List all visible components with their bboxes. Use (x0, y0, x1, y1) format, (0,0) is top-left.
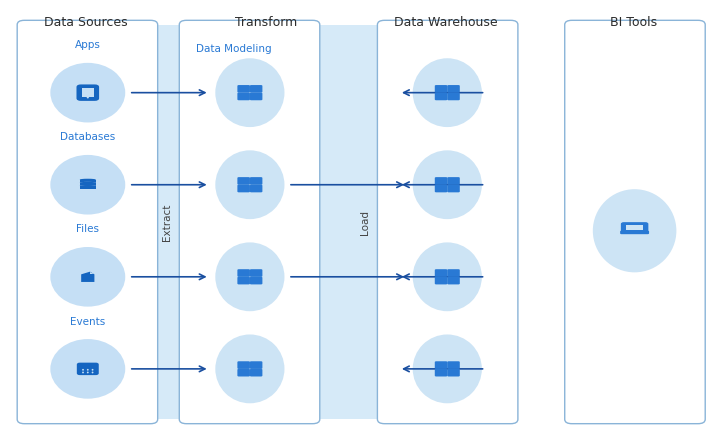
FancyBboxPatch shape (447, 185, 460, 192)
FancyBboxPatch shape (447, 177, 460, 185)
Ellipse shape (216, 334, 285, 403)
FancyBboxPatch shape (447, 85, 460, 93)
FancyBboxPatch shape (82, 88, 94, 96)
Bar (150, 25, 403, 419)
FancyBboxPatch shape (447, 361, 460, 369)
Ellipse shape (412, 58, 482, 127)
FancyBboxPatch shape (250, 369, 262, 377)
FancyBboxPatch shape (237, 93, 250, 100)
FancyBboxPatch shape (435, 369, 447, 377)
FancyBboxPatch shape (237, 361, 250, 369)
FancyBboxPatch shape (237, 369, 250, 377)
FancyBboxPatch shape (621, 222, 648, 233)
FancyBboxPatch shape (237, 185, 250, 192)
Ellipse shape (80, 182, 96, 183)
Text: Files: Files (76, 225, 99, 234)
Text: Transform: Transform (234, 16, 297, 29)
Text: Databases: Databases (60, 132, 115, 143)
Text: Data Warehouse: Data Warehouse (394, 16, 497, 29)
FancyBboxPatch shape (435, 361, 447, 369)
Ellipse shape (216, 151, 285, 219)
Text: BI Tools: BI Tools (610, 16, 657, 29)
Bar (80, 179, 96, 183)
FancyBboxPatch shape (435, 185, 447, 192)
Ellipse shape (216, 58, 285, 127)
Ellipse shape (82, 372, 84, 373)
Ellipse shape (87, 372, 89, 373)
FancyBboxPatch shape (435, 277, 447, 285)
FancyBboxPatch shape (250, 85, 262, 93)
Ellipse shape (80, 185, 96, 187)
FancyBboxPatch shape (620, 230, 649, 234)
Ellipse shape (50, 339, 126, 399)
Ellipse shape (87, 369, 89, 371)
FancyBboxPatch shape (565, 20, 705, 424)
Ellipse shape (86, 96, 89, 99)
FancyBboxPatch shape (435, 177, 447, 185)
FancyBboxPatch shape (250, 185, 262, 192)
FancyBboxPatch shape (250, 177, 262, 185)
Polygon shape (90, 272, 94, 274)
FancyBboxPatch shape (17, 20, 158, 424)
Ellipse shape (50, 155, 126, 214)
Ellipse shape (50, 63, 126, 123)
Ellipse shape (216, 242, 285, 311)
FancyBboxPatch shape (447, 277, 460, 285)
Text: Extract: Extract (162, 203, 172, 241)
FancyBboxPatch shape (447, 269, 460, 277)
FancyBboxPatch shape (447, 93, 460, 100)
Text: Events: Events (70, 317, 105, 326)
Bar (80, 186, 96, 189)
Ellipse shape (50, 247, 126, 307)
Polygon shape (81, 272, 94, 282)
FancyBboxPatch shape (435, 93, 447, 100)
Ellipse shape (412, 151, 482, 219)
Ellipse shape (80, 182, 96, 183)
FancyBboxPatch shape (447, 369, 460, 377)
FancyBboxPatch shape (76, 84, 99, 101)
Ellipse shape (80, 185, 96, 187)
FancyBboxPatch shape (378, 20, 518, 424)
Ellipse shape (91, 372, 94, 373)
FancyBboxPatch shape (435, 85, 447, 93)
FancyBboxPatch shape (237, 269, 250, 277)
Bar (626, 225, 643, 230)
FancyBboxPatch shape (237, 277, 250, 285)
Ellipse shape (593, 189, 677, 272)
Bar (80, 365, 96, 367)
Ellipse shape (80, 179, 96, 180)
FancyBboxPatch shape (250, 269, 262, 277)
Ellipse shape (91, 369, 94, 371)
FancyBboxPatch shape (250, 93, 262, 100)
FancyBboxPatch shape (237, 177, 250, 185)
Ellipse shape (82, 369, 84, 371)
FancyBboxPatch shape (237, 85, 250, 93)
Ellipse shape (412, 242, 482, 311)
FancyBboxPatch shape (250, 361, 262, 369)
FancyBboxPatch shape (77, 363, 99, 375)
Text: Load: Load (360, 210, 370, 234)
FancyBboxPatch shape (179, 20, 319, 424)
FancyBboxPatch shape (435, 269, 447, 277)
Bar (80, 183, 96, 186)
Text: Data Modeling: Data Modeling (196, 44, 272, 54)
Ellipse shape (412, 334, 482, 403)
Text: Apps: Apps (75, 40, 101, 50)
Text: Data Sources: Data Sources (44, 16, 128, 29)
FancyBboxPatch shape (250, 277, 262, 285)
